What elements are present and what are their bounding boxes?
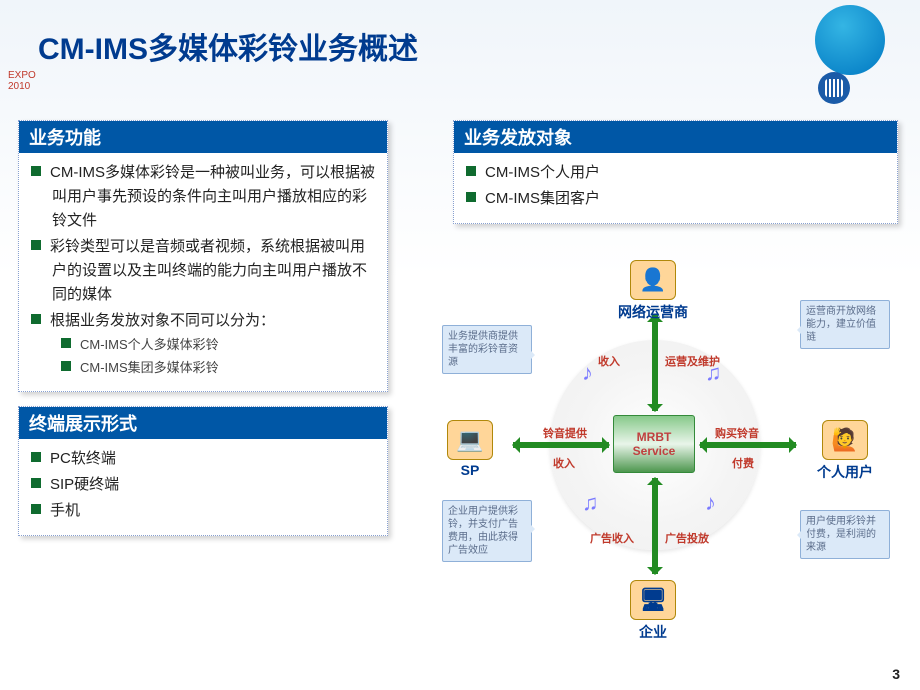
actor-bottom-label: 企业 <box>608 622 698 642</box>
callout-sp: 业务提供商提供丰富的彩铃音资源 <box>442 325 532 374</box>
page-title: CM-IMS多媒体彩铃业务概述 <box>0 0 920 68</box>
arrow-right <box>700 442 796 448</box>
page-number: 3 <box>892 666 900 682</box>
arrow-left <box>513 442 609 448</box>
music-note-icon: ♫ <box>582 490 599 516</box>
targets-body: CM-IMS个人用户 CM-IMS集团客户 <box>454 153 897 223</box>
sp-icon: 💻 <box>447 420 493 460</box>
targets-item: CM-IMS个人用户 <box>485 161 887 185</box>
flow-bottom-right: 广告投放 <box>665 530 709 546</box>
right-column: 业务发放对象 CM-IMS个人用户 CM-IMS集团客户 <box>453 120 898 238</box>
flow-right-top: 购买铃音 <box>715 425 759 441</box>
features-subitem: CM-IMS集团多媒体彩铃 <box>80 358 377 379</box>
flow-left-bottom: 收入 <box>553 455 575 471</box>
actor-left-label: SP <box>425 462 515 478</box>
features-header: 业务功能 <box>19 121 387 153</box>
user-icon: 🙋 <box>822 420 868 460</box>
actor-top: 👤 网络运营商 <box>608 260 698 322</box>
features-item: 根据业务发放对象不同可以分为： <box>50 309 377 333</box>
terminals-item: 手机 <box>50 499 377 523</box>
callout-user: 用户使用彩铃并付费，是利润的来源 <box>800 510 890 559</box>
terminals-item: PC软终端 <box>50 447 377 471</box>
flow-right-bottom: 付费 <box>732 455 754 471</box>
music-note-icon: ♪ <box>582 360 593 386</box>
actor-bottom: 🖥 企业 <box>608 580 698 642</box>
features-body: CM-IMS多媒体彩铃是一种被叫业务，可以根据被叫用户事先预设的条件向主叫用户播… <box>19 153 387 391</box>
actor-right: 🙋 个人用户 <box>800 420 890 482</box>
actor-left: 💻 SP <box>425 420 515 478</box>
arrow-top <box>652 315 658 411</box>
brand-logo <box>818 72 850 104</box>
center-line2: Service <box>614 444 694 458</box>
targets-item: CM-IMS集团客户 <box>485 187 887 211</box>
terminals-panel: 终端展示形式 PC软终端 SIP硬终端 手机 <box>18 406 388 536</box>
service-diagram: ♪ ♫ ♫ ♪ MRBT Service 👤 网络运营商 🙋 个人用户 🖥 企业… <box>430 260 910 660</box>
callout-operator: 运营商开放网络能力，建立价值链 <box>800 300 890 349</box>
targets-header: 业务发放对象 <box>454 121 897 153</box>
flow-bottom-left: 广告收入 <box>590 530 634 546</box>
features-subitem: CM-IMS个人多媒体彩铃 <box>80 335 377 356</box>
flow-top-left: 收入 <box>598 353 620 369</box>
arrow-bottom <box>652 478 658 574</box>
actor-right-label: 个人用户 <box>800 462 890 482</box>
terminals-body: PC软终端 SIP硬终端 手机 <box>19 439 387 535</box>
features-panel: 业务功能 CM-IMS多媒体彩铃是一种被叫业务，可以根据被叫用户事先预设的条件向… <box>18 120 388 392</box>
targets-panel: 业务发放对象 CM-IMS个人用户 CM-IMS集团客户 <box>453 120 898 224</box>
flow-left-top: 铃音提供 <box>543 425 587 441</box>
left-column: 业务功能 CM-IMS多媒体彩铃是一种被叫业务，可以根据被叫用户事先预设的条件向… <box>18 120 388 550</box>
enterprise-icon: 🖥 <box>630 580 676 620</box>
features-item: 彩铃类型可以是音频或者视频，系统根据被叫用户的设置以及主叫终端的能力向主叫用户播… <box>50 235 377 307</box>
center-line1: MRBT <box>614 430 694 444</box>
terminals-header: 终端展示形式 <box>19 407 387 439</box>
expo-watermark: EXPO 2010 <box>8 70 36 92</box>
features-item: CM-IMS多媒体彩铃是一种被叫业务，可以根据被叫用户事先预设的条件向主叫用户播… <box>50 161 377 233</box>
flow-top-right: 运营及维护 <box>665 353 720 369</box>
callout-enterprise: 企业用户提供彩铃，并支付广告费用，由此获得广告效应 <box>442 500 532 562</box>
actor-top-label: 网络运营商 <box>608 302 698 322</box>
mascot-decoration <box>815 5 885 75</box>
operator-icon: 👤 <box>630 260 676 300</box>
music-note-icon: ♪ <box>705 490 716 516</box>
center-service-box: MRBT Service <box>613 415 695 473</box>
terminals-item: SIP硬终端 <box>50 473 377 497</box>
